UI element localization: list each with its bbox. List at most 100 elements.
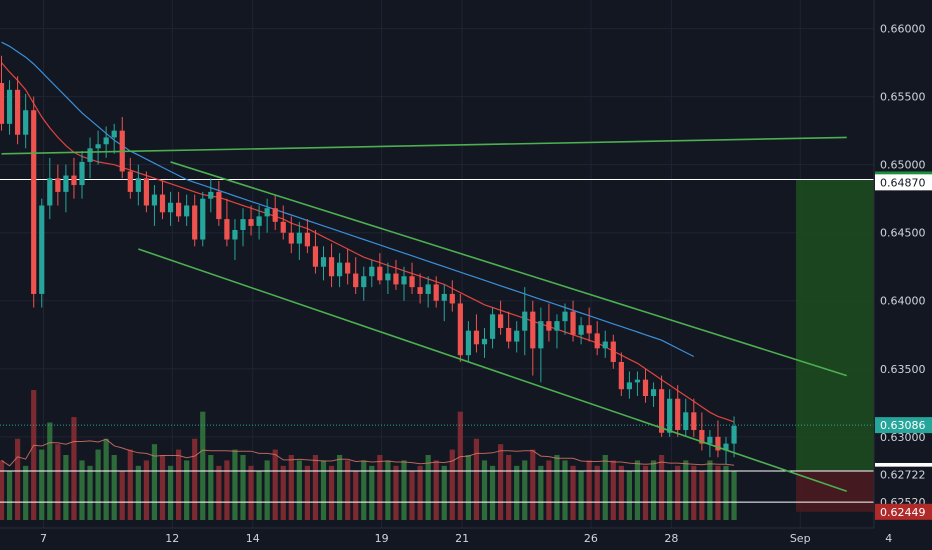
time-tick-label[interactable]: 19 [375,532,389,545]
volume-bar [691,465,697,520]
time-axis[interactable]: 7 12 14 19 21 26 28 Sep 4 [40,532,892,545]
time-tick-label[interactable]: 26 [584,532,598,545]
volume-bar [449,449,455,520]
candle-body [216,191,222,220]
candle-body [377,266,383,281]
volume-bar [602,455,608,520]
trendline[interactable] [138,248,848,493]
volume-bar [345,460,351,520]
time-tick-label[interactable]: Sep [790,532,811,545]
low-level-label: 0.62449 [880,506,926,519]
candle-body [586,325,592,334]
candle-body [441,293,447,301]
volume-bar [489,465,496,520]
volume-bar [176,449,182,520]
candle-body [457,303,463,356]
candle-body [111,130,117,138]
volume-bar [224,460,230,520]
volume-bar [272,449,278,520]
volume-bar [353,471,359,520]
candle-body [151,194,158,206]
candle-body [23,110,29,135]
volume-bar [610,460,616,520]
volume-bar [95,449,101,520]
candle-body [385,273,391,281]
volume-bar [55,444,61,520]
candle-body [31,110,37,294]
candle-body [264,208,270,217]
volume-bar [111,455,117,520]
volume-bar [79,460,85,520]
volume-bar [63,455,69,520]
candle-body [328,257,335,277]
entry-secondary-label-bg [875,174,932,191]
candle-body [184,205,190,217]
volume-bar [457,411,463,520]
volume-bar [248,465,254,520]
volume-bar [634,460,641,520]
time-tick-label[interactable]: 21 [455,532,469,545]
stop-secondary-label-bg [875,466,932,483]
entry-secondary-label: 0.64870 [880,176,926,189]
stop-secondary-label: 0.62722 [880,469,926,482]
volume-bar [626,471,632,520]
volume-bar [167,465,174,520]
candle-body [514,330,520,342]
price-labels: 0.648910.648700.630860.627490.627220.624… [875,171,932,520]
slow-moving-average [1,41,695,358]
candle-body [409,276,415,288]
volume-bar [506,455,512,520]
trendline[interactable] [170,161,847,377]
time-tick-label[interactable]: 14 [246,532,260,545]
volume-bar [320,460,327,520]
candle-body [473,330,480,345]
volume-bar [659,455,665,520]
time-tick-label[interactable]: 28 [664,532,678,545]
current-price-label-bg [875,417,932,434]
time-tick-label[interactable]: 12 [165,532,179,545]
candle-body [103,137,109,145]
volume-bar [498,444,504,520]
candle-body [47,178,53,206]
volume-bar [578,471,584,520]
candles [0,55,737,465]
volume-bar [441,465,447,520]
candle-body [449,293,455,304]
candle-body [248,219,254,226]
candle-body [176,202,182,217]
trendlines[interactable] [1,136,848,493]
volume-bar [15,438,21,520]
candle-body [288,232,294,244]
price-tick-label: 0.64500 [880,227,926,240]
volume-bar [522,460,528,520]
volume-bar [731,471,737,520]
volume-bar [232,449,238,520]
candle-body [143,178,149,206]
volume-bar [87,465,93,520]
volume-bar [409,471,415,520]
candle-body [562,311,568,322]
candle-body [546,321,552,331]
candle-body [634,379,641,383]
candle-body [39,205,45,294]
candle-body [554,321,560,331]
volume-bar [304,465,310,520]
candle-body [159,194,166,213]
volume-bar [280,465,286,520]
volume-bar [667,471,673,520]
time-tick-label[interactable]: 7 [40,532,47,545]
volume-bar [425,455,431,520]
candle-body [79,161,85,186]
trendline[interactable] [1,136,847,155]
volume-bar [288,455,294,520]
time-tick-label[interactable]: 4 [885,532,892,545]
candle-body [715,436,721,451]
volume-bar [31,390,37,520]
price-axis-panel[interactable] [874,0,932,550]
candle-body [602,341,608,349]
price-tick-label: 0.64000 [880,295,926,308]
price-tick-label: 0.63000 [880,431,926,444]
volume-bar [465,455,471,520]
volume-bar [562,460,568,520]
